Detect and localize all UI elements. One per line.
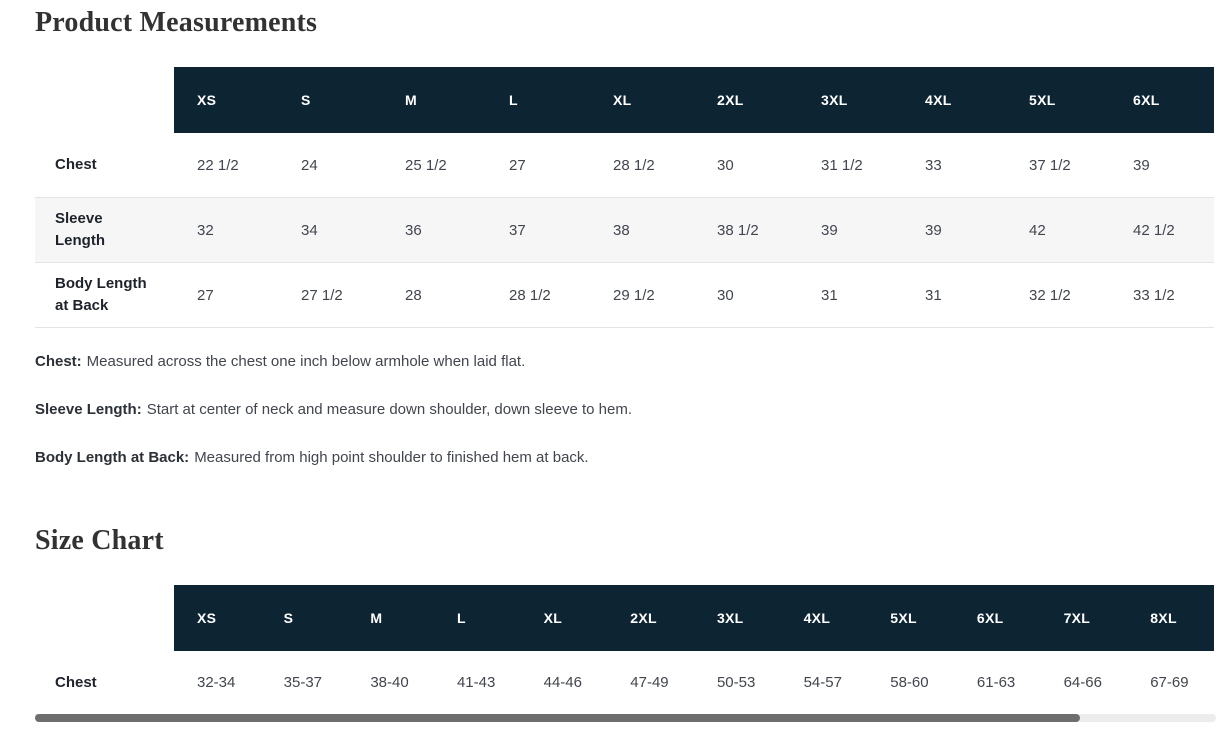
measurement-value: 34 <box>301 221 318 239</box>
size-range-value: 44-46 <box>543 674 582 691</box>
size-range-value: 41-43 <box>456 674 496 691</box>
horizontal-scrollbar-thumb[interactable] <box>35 714 1080 722</box>
size-range-value: 35-37 <box>283 674 323 691</box>
size-column-header: M <box>405 92 417 108</box>
measurement-value: 38 <box>613 221 630 239</box>
size-range-value: 32-34 <box>197 674 236 691</box>
measurement-value: 27 <box>197 286 214 304</box>
size-column-header: M <box>370 610 383 626</box>
measurement-value: 33 1/2 <box>1133 286 1175 304</box>
size-range-value: 64-66 <box>1063 674 1102 691</box>
size-column-header: 2XL <box>717 92 744 108</box>
measurement-value: 38 1/2 <box>717 221 759 239</box>
size-range-value: 50-53 <box>716 674 756 691</box>
product-measurements-title: Product Measurements <box>35 7 318 38</box>
measurement-value: 28 1/2 <box>509 286 551 304</box>
size-chart-table: XS S M L XL 2XL 3XL 4XL 5XL 6XL 7XL <box>35 585 1214 715</box>
size-column-header: L <box>509 92 518 108</box>
measurement-definition: Body Length at Back: Measured from high p… <box>35 448 1231 467</box>
measurement-value: 31 1/2 <box>821 156 863 174</box>
size-chart-body: Chest 32-34 35-37 38-40 41-43 44-46 <box>35 651 1214 715</box>
measurement-row-values: 32 34 36 37 38 38 1/2 39 <box>174 198 1214 262</box>
product-measurements-body: Chest 22 1/2 24 25 1/2 27 28 1/2 <box>35 133 1214 328</box>
measurement-value: 24 <box>301 156 318 174</box>
measurement-value: 30 <box>717 156 734 174</box>
size-chart-header-row: XS S M L XL 2XL 3XL 4XL 5XL 6XL 7XL <box>174 585 1214 651</box>
measurement-value: 39 <box>1133 156 1150 174</box>
size-column-header: S <box>283 610 294 626</box>
size-range-value: 58-60 <box>890 674 929 691</box>
measurement-row-label: Sleeve Length <box>55 210 105 249</box>
size-column-header: 4XL <box>925 92 952 108</box>
size-column-header: 3XL <box>821 92 848 108</box>
measurement-row-label: Chest <box>55 156 97 173</box>
definition-text: Start at center of neck and measure down… <box>146 401 632 418</box>
size-column-header: XL <box>613 92 632 108</box>
horizontal-scrollbar[interactable] <box>35 714 1216 722</box>
measurement-value: 31 <box>821 286 838 304</box>
definition-text: Measured across the chest one inch below… <box>86 353 526 370</box>
size-chart-row-label: Chest <box>55 673 97 691</box>
size-column-header: 3XL <box>716 610 744 626</box>
measurement-definition: Chest: Measured across the chest one inch… <box>35 352 1231 371</box>
product-measurements-table: XS S M L XL 2XL 3XL 4XL 5XL 6XL <box>35 67 1214 328</box>
size-range-value: 67-69 <box>1150 674 1189 691</box>
definition-term: Sleeve Length: <box>35 401 142 418</box>
size-chart-row-values: 32-34 35-37 38-40 41-43 44-46 47-49 50 <box>174 651 1214 714</box>
size-column-header: 5XL <box>890 610 917 626</box>
size-range-value: 47-49 <box>630 674 669 691</box>
measurement-value: 39 <box>821 221 838 239</box>
measurement-value: 36 <box>405 221 422 239</box>
measurement-value: 25 1/2 <box>405 156 447 174</box>
measurement-row: Body Length at Back 27 27 1/2 28 28 1/2 … <box>35 263 1214 328</box>
measurement-row-label: Body Length at Back <box>55 275 147 314</box>
size-column-header: S <box>301 92 311 108</box>
measurement-row: Sleeve Length 32 34 36 37 38 <box>35 198 1214 263</box>
measurement-value: 29 1/2 <box>613 286 655 304</box>
measurement-value: 22 1/2 <box>197 156 239 174</box>
size-column-header: XS <box>197 610 217 626</box>
size-column-header: 7XL <box>1063 610 1091 626</box>
measurement-value: 37 1/2 <box>1029 156 1071 174</box>
size-column-header: 5XL <box>1029 92 1056 108</box>
size-column-header: 6XL <box>1133 92 1160 108</box>
measurement-definitions: Chest: Measured across the chest one inch… <box>35 352 1231 467</box>
measurement-value: 42 1/2 <box>1133 221 1175 239</box>
size-chart-row: Chest 32-34 35-37 38-40 41-43 44-46 <box>35 651 1214 715</box>
measurement-row: Chest 22 1/2 24 25 1/2 27 28 1/2 <box>35 133 1214 198</box>
size-range-value: 61-63 <box>976 674 1016 691</box>
measurement-value: 27 1/2 <box>301 286 343 304</box>
measurement-value: 33 <box>925 156 942 174</box>
product-measurements-header-row: XS S M L XL 2XL 3XL 4XL 5XL 6XL <box>174 67 1214 133</box>
measurement-value: 39 <box>925 221 942 239</box>
size-column-header: L <box>456 610 466 626</box>
measurement-value: 32 <box>197 221 214 239</box>
size-column-header: XL <box>543 610 563 626</box>
measurement-definition: Sleeve Length: Start at center of neck an… <box>35 400 1231 419</box>
size-range-value: 38-40 <box>370 674 409 691</box>
measurement-value: 27 <box>509 156 526 174</box>
definition-text: Measured from high point shoulder to fin… <box>194 449 589 466</box>
size-range-value: 54-57 <box>803 674 842 691</box>
measurement-row-values: 27 27 1/2 28 28 1/2 29 1/2 30 31 <box>174 263 1214 327</box>
size-column-header: 4XL <box>803 610 831 626</box>
measurement-value: 30 <box>717 286 734 304</box>
measurement-value: 37 <box>509 221 526 239</box>
measurement-value: 31 <box>925 286 942 304</box>
definition-term: Chest: <box>35 353 82 370</box>
measurement-value: 42 <box>1029 221 1046 239</box>
measurement-value: 28 1/2 <box>613 156 655 174</box>
size-chart-title: Size Chart <box>35 525 164 556</box>
size-column-header: 2XL <box>630 610 657 626</box>
size-column-header: XS <box>197 92 217 108</box>
definition-term: Body Length at Back: <box>35 449 190 466</box>
measurement-row-values: 22 1/2 24 25 1/2 27 28 1/2 30 31 1/2 <box>174 133 1214 197</box>
measurement-value: 32 1/2 <box>1029 286 1071 304</box>
measurement-value: 28 <box>405 286 422 304</box>
size-column-header: 6XL <box>976 610 1004 626</box>
size-column-header: 8XL <box>1150 610 1177 626</box>
